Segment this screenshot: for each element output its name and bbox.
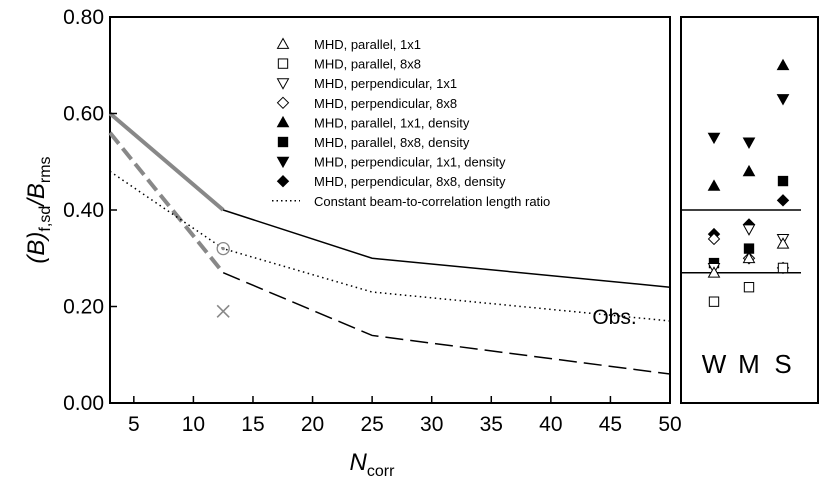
circled-dot-center xyxy=(221,247,225,251)
x-axis-title-main: N xyxy=(350,449,368,476)
x-axis-title: Ncorr xyxy=(350,449,396,480)
series-line-upper-solid-gray xyxy=(108,111,225,212)
side-point-W-7 xyxy=(708,296,720,307)
y-tick-label-0: 0.00 xyxy=(63,392,104,415)
y-axis-title-tail: /B xyxy=(23,183,50,208)
x-axis-title-sub: corr xyxy=(367,463,395,480)
x-tick-label-25: 25 xyxy=(360,413,383,436)
x-tick-label-45: 45 xyxy=(599,413,622,436)
side-point-S-17 xyxy=(776,94,790,106)
legend-marker-4 xyxy=(276,115,290,128)
x-tick-label-10: 10 xyxy=(182,413,205,436)
side-point-W-0 xyxy=(707,132,721,145)
x-tick-label-20: 20 xyxy=(301,413,324,436)
legend-label-0: MHD, parallel, 1x1 xyxy=(314,37,421,52)
main-series-lines xyxy=(108,111,671,375)
side-point-M-9 xyxy=(742,164,756,177)
x-tick-label-35: 35 xyxy=(480,413,503,436)
y-axis-title: (B)f,sd/Brms xyxy=(23,156,54,263)
legend-label-6: MHD, perpendicular, 1x1, density xyxy=(314,155,506,170)
side-point-W-3 xyxy=(707,232,721,246)
y-tick-label-3: 0.60 xyxy=(63,103,104,126)
series-line-lower-dashed-gray xyxy=(108,131,225,274)
legend-label-3: MHD, perpendicular, 8x8 xyxy=(314,96,457,111)
axis-ticks: 5 10 15 20 25 30 35 40 45 50 0.00 0.20 0.40 0.60 0.80 xyxy=(63,6,682,436)
y-tick-label-2: 0.40 xyxy=(63,199,104,222)
x-tick-label-5: 5 xyxy=(128,413,140,436)
series-line-lower-dashed-black xyxy=(222,272,671,375)
main-plot-frame xyxy=(109,16,671,404)
legend-marker-7 xyxy=(276,174,290,188)
circled-dot-marker xyxy=(216,241,230,256)
legend: MHD, parallel, 1x1 MHD, parallel, 8x8 MHD,… xyxy=(272,37,550,209)
legend-marker-2 xyxy=(276,78,290,90)
side-point-S-16 xyxy=(776,58,790,71)
main-markers xyxy=(216,241,230,318)
series-line-upper-solid-black xyxy=(222,209,671,288)
legend-label-4: MHD, parallel, 1x1, density xyxy=(314,115,470,130)
side-point-S-23 xyxy=(777,262,789,274)
y-axis-title-sub: f,sd xyxy=(37,206,54,232)
side-point-S-19 xyxy=(776,194,790,207)
legend-label-2: MHD, perpendicular, 1x1 xyxy=(314,76,457,91)
legend-label-1: MHD, parallel, 8x8 xyxy=(314,57,421,72)
x-tick-label-30: 30 xyxy=(420,413,443,436)
legend-label-5: MHD, parallel, 8x8, density xyxy=(314,135,470,150)
side-category-label-S: S xyxy=(774,349,791,379)
obs-annotation: Obs. xyxy=(592,306,636,329)
side-point-S-21 xyxy=(776,237,790,249)
side-point-W-1 xyxy=(707,179,721,191)
y-tick-label-4: 0.80 xyxy=(63,6,104,29)
legend-label-8: Constant beam-to-correlation length rati… xyxy=(314,194,550,209)
side-point-S-18 xyxy=(777,175,789,187)
y-axis-title-tail-sub: rms xyxy=(37,156,54,183)
y-axis-title-main: (B) xyxy=(23,232,50,264)
side-point-M-11 xyxy=(742,224,756,236)
side-category-label-M: M xyxy=(738,349,760,379)
x-tick-label-15: 15 xyxy=(241,413,264,436)
y-tick-label-1: 0.20 xyxy=(63,296,104,319)
side-category-label-W: W xyxy=(702,349,727,379)
legend-marker-5 xyxy=(277,136,289,148)
x-tick-label-50: 50 xyxy=(658,413,681,436)
x-tick-label-40: 40 xyxy=(539,413,562,436)
legend-marker-6 xyxy=(276,156,290,169)
legend-marker-1 xyxy=(277,58,289,69)
legend-label-7: MHD, perpendicular, 8x8, density xyxy=(314,174,506,189)
side-point-W-6 xyxy=(707,266,721,278)
side-point-M-15 xyxy=(743,282,755,293)
cross-marker xyxy=(216,304,230,318)
legend-marker-3 xyxy=(276,96,290,110)
legend-marker-0 xyxy=(276,37,290,49)
side-point-M-14 xyxy=(742,251,756,264)
side-point-M-8 xyxy=(742,137,756,149)
